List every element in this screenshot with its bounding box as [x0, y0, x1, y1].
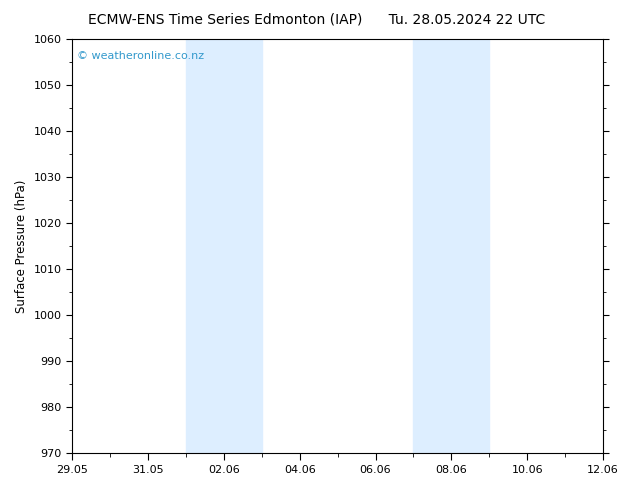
Y-axis label: Surface Pressure (hPa): Surface Pressure (hPa)	[15, 179, 28, 313]
Bar	[186, 39, 262, 453]
Bar	[413, 39, 489, 453]
Text: © weatheronline.co.nz: © weatheronline.co.nz	[77, 51, 205, 61]
Text: ECMW-ENS Time Series Edmonton (IAP)      Tu. 28.05.2024 22 UTC: ECMW-ENS Time Series Edmonton (IAP) Tu. …	[88, 12, 546, 26]
